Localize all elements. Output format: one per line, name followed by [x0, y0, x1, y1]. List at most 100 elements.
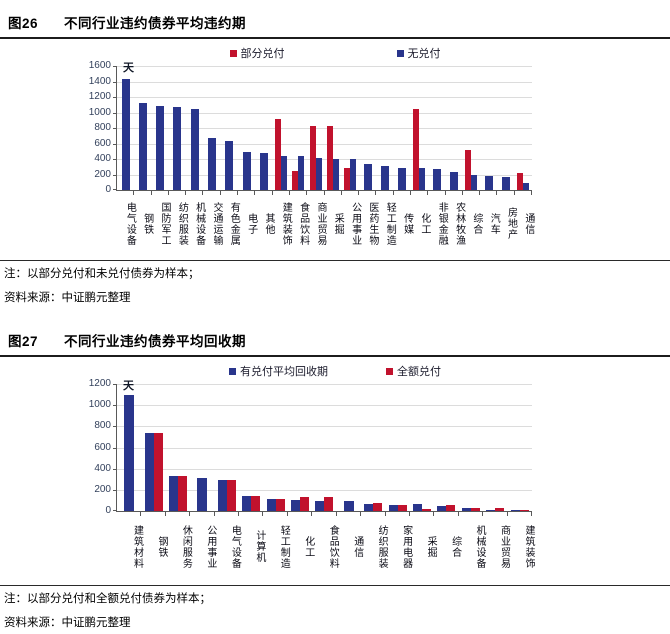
y-tick-label: 600	[94, 137, 111, 149]
bar	[226, 480, 236, 511]
gridline	[117, 66, 532, 67]
y-axis-tick	[113, 426, 117, 428]
figure-title-text: 不同行业违约债券平均违约期	[64, 16, 247, 31]
bar	[156, 106, 165, 190]
x-category-label: 采掘	[332, 212, 344, 235]
y-axis-tick	[113, 143, 117, 145]
x-axis-tick	[238, 511, 240, 516]
x-category-label: 钢铁	[155, 535, 167, 558]
legend-swatch-icon	[229, 367, 236, 375]
bar	[144, 432, 154, 511]
bar	[413, 504, 423, 511]
y-tick-label: 1400	[88, 75, 111, 87]
x-axis-tick	[254, 190, 256, 195]
y-tick-label: 1600	[88, 60, 111, 71]
bar-group	[273, 66, 290, 190]
x-axis-tick	[288, 190, 290, 195]
figure-26-section: 图26 不同行业违约债券平均违约期 部分兑付 无兑付 0 200 400 600 800 10…	[0, 12, 670, 306]
bar	[397, 504, 407, 511]
bar	[388, 504, 398, 511]
x-axis-tick	[189, 511, 191, 516]
bar	[517, 173, 524, 190]
bar	[523, 183, 530, 190]
bar	[138, 103, 147, 190]
x-axis-tick	[167, 190, 169, 195]
y-tick-label: 200	[94, 483, 111, 495]
x-category-label: 医药生物	[366, 201, 378, 246]
bar-group	[263, 384, 287, 511]
bar	[484, 175, 493, 190]
gridline	[117, 81, 532, 83]
bar	[242, 496, 252, 511]
x-category-label: 商业贸易	[498, 524, 510, 569]
gridline	[117, 143, 532, 145]
bar	[217, 480, 227, 511]
gridline	[117, 426, 532, 428]
bar	[398, 167, 407, 190]
gridline	[117, 405, 532, 407]
bar	[465, 149, 472, 190]
bar-group	[290, 66, 307, 190]
bar	[275, 499, 285, 511]
x-category-label: 化工	[302, 535, 314, 558]
x-axis-tick	[457, 511, 459, 516]
x-category-label: 家用电器	[400, 524, 412, 569]
bar	[309, 126, 316, 190]
chart-body: 0 200 400 600 800 1000 1200 1400 1600 天	[78, 60, 670, 195]
x-category-label: 食品饮料	[297, 201, 309, 246]
bar	[510, 510, 520, 511]
figure-number: 图27	[8, 334, 39, 349]
x-category-label: 汽车	[488, 212, 500, 235]
y-tick-label: 400	[94, 462, 111, 474]
bar	[178, 476, 188, 511]
bar-group	[361, 384, 385, 511]
gridline	[117, 447, 532, 449]
bar	[519, 510, 529, 511]
x-category-label: 建筑装饰	[280, 201, 292, 246]
bar	[413, 108, 420, 190]
x-axis-tick	[323, 190, 325, 195]
x-category-label: 房地产	[505, 207, 517, 240]
x-category-label: 电气设备	[229, 524, 241, 569]
y-axis-tick	[113, 510, 117, 511]
bar	[315, 157, 322, 190]
x-axis-tick	[444, 190, 446, 195]
bar-group	[152, 66, 169, 190]
gridline	[117, 384, 532, 385]
bar-group	[117, 384, 141, 511]
bar	[281, 155, 288, 190]
bar	[173, 107, 182, 190]
chart-default-period: 部分兑付 无兑付 0 200 400 600 800 1000 1200 1400 1600 天 …	[0, 46, 670, 253]
bar-group	[215, 384, 239, 511]
bar-group	[463, 66, 480, 190]
bar-group	[307, 66, 324, 190]
plot-area: 天	[113, 62, 532, 195]
x-category-label: 综合	[449, 535, 461, 558]
y-axis-unit-label: 天	[123, 62, 134, 74]
bar	[190, 109, 199, 190]
bar	[470, 507, 480, 511]
x-axis-labels: 建筑材料 钢铁 休闲服务 公用事业 电气设备 计算机 轻工制造 化工 食品饮料 通信 纺织服装 家用电…	[117, 512, 534, 578]
figure-note: 注：以部分兑付和全额兑付债券为样本；	[4, 593, 211, 605]
bar-group	[428, 66, 445, 190]
bar	[449, 171, 458, 190]
bar-group	[445, 66, 462, 190]
bar	[242, 152, 251, 190]
x-axis-tick	[482, 511, 484, 516]
bar	[486, 509, 496, 511]
x-category-label: 通信	[522, 212, 534, 235]
y-axis-unit-label: 天	[123, 380, 134, 392]
gridline	[117, 159, 532, 160]
y-tick-label: 0	[105, 184, 111, 195]
x-axis-tick	[392, 190, 394, 195]
x-axis-tick	[496, 190, 498, 195]
bar	[333, 159, 340, 190]
bar	[363, 164, 372, 190]
bar	[324, 497, 334, 511]
chart-legend: 部分兑付 无兑付	[0, 46, 670, 60]
bar-group	[141, 384, 165, 511]
x-category-label: 传媒	[401, 212, 413, 235]
bar	[169, 476, 179, 511]
bar-group	[117, 66, 134, 190]
bar	[364, 503, 374, 511]
